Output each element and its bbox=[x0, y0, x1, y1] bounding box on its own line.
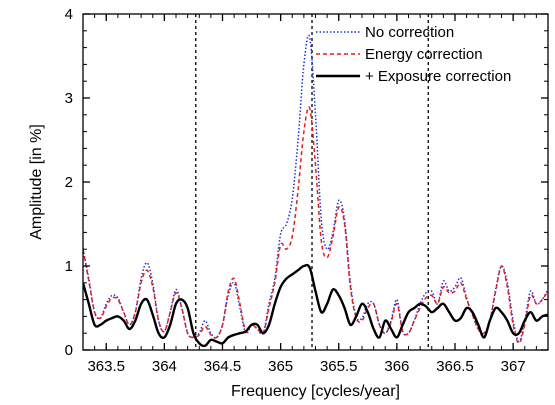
x-tick-label: 365 bbox=[268, 358, 293, 375]
x-tick-label: 366.5 bbox=[436, 358, 474, 375]
x-tick-label: 364.5 bbox=[204, 358, 242, 375]
y-tick-label: 1 bbox=[65, 258, 73, 275]
x-tick-label: 364 bbox=[152, 358, 177, 375]
x-tick-label: 367 bbox=[501, 358, 526, 375]
y-tick-label: 0 bbox=[65, 342, 73, 359]
legend: No correction Energy correction + Exposure… bbox=[316, 24, 511, 85]
y-tick-label: 2 bbox=[65, 174, 73, 191]
x-tick-label: 366 bbox=[384, 358, 409, 375]
x-tick-label: 363.5 bbox=[87, 358, 125, 375]
series-line-3 bbox=[83, 263, 548, 348]
y-tick-label: 3 bbox=[65, 90, 73, 107]
plot-frame bbox=[82, 13, 549, 351]
x-tick-label: 365.5 bbox=[320, 358, 358, 375]
legend-label-1: No correction bbox=[365, 24, 454, 41]
series-line-2 bbox=[83, 106, 548, 345]
legend-label-2: Energy correction bbox=[365, 46, 483, 63]
series-layer bbox=[83, 34, 548, 348]
y-tick-label: 4 bbox=[65, 6, 73, 23]
legend-label-3: + Exposure correction bbox=[365, 68, 511, 85]
reference-lines-layer bbox=[195, 14, 429, 350]
y-axis-label: Amplitude [in %] bbox=[28, 124, 45, 240]
axes-layer: 363.5 364 364.5 365 365.5 366 366.5 367 0 1 2 3 4 bbox=[65, 6, 549, 375]
x-axis-label: Frequency [cycles/year] bbox=[231, 383, 400, 400]
